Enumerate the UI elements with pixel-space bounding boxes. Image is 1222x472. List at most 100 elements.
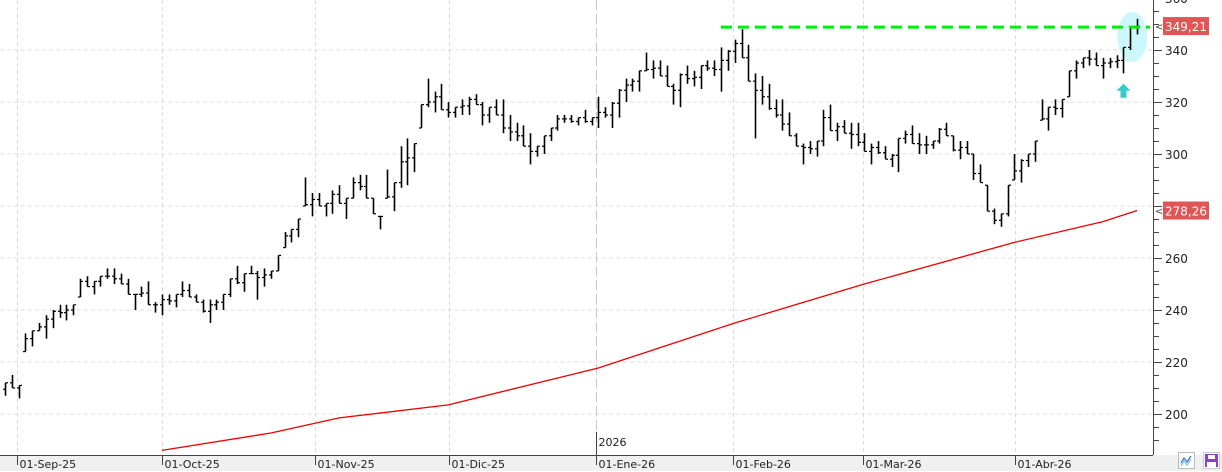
ohlc-bar <box>883 146 888 160</box>
ohlc-bar <box>508 115 513 141</box>
ohlc-bar <box>337 185 342 204</box>
ohlc-bar <box>603 107 608 118</box>
ohlc-bar <box>364 174 369 199</box>
ohlc-bar <box>228 278 233 297</box>
y-tick-label: 220 <box>1165 356 1188 370</box>
ohlc-bar <box>242 273 247 292</box>
ohlc-bar <box>1074 60 1079 79</box>
ohlc-bar <box>208 299 213 323</box>
ohlc-bar <box>160 294 165 316</box>
ohlc-bar <box>17 384 22 399</box>
ohlc-bar <box>931 140 936 149</box>
ohlc-bar <box>910 125 915 145</box>
highlight-layer <box>1116 12 1148 98</box>
ohlc-bar <box>528 133 533 165</box>
save-icon[interactable] <box>1203 452 1220 469</box>
ohlc-bar <box>453 106 458 118</box>
ohlc-bar <box>583 109 588 123</box>
ohlc-bar <box>1012 154 1017 181</box>
ohlc-bar <box>678 73 683 108</box>
ohlc-bar <box>64 304 69 321</box>
ohlc-bar <box>446 102 451 118</box>
ohlc-bar <box>576 116 581 126</box>
ohlc-bar <box>214 299 219 310</box>
ohlc-bar <box>37 323 42 332</box>
ohlc-bar <box>651 60 656 79</box>
ohlc-bar <box>330 190 335 214</box>
ohlc-bar <box>719 47 724 92</box>
highlight-ellipse <box>1117 12 1148 62</box>
last-price-label: 349,21 <box>1165 20 1207 34</box>
ohlc-bar <box>590 116 595 126</box>
ohlc-bar <box>392 182 397 212</box>
ohlc-bar <box>596 96 601 128</box>
ohlc-bar <box>808 141 813 154</box>
ohlc-bar <box>610 102 615 128</box>
ohlc-bar <box>1094 52 1099 67</box>
ohlc-bar <box>644 52 649 72</box>
ohlc-bar <box>842 120 847 134</box>
ohlc-bar <box>3 382 8 396</box>
ohlc-bar <box>1067 70 1072 98</box>
ohlc-bar <box>194 294 199 303</box>
ohlc-bar <box>480 102 485 126</box>
ohlc-bar <box>433 91 438 113</box>
ohlc-bar <box>815 140 820 157</box>
ohlc-bar <box>617 89 622 118</box>
y-tick-label: 340 <box>1165 44 1188 58</box>
ohlc-bar <box>712 60 717 76</box>
ohlc-bar <box>890 154 895 167</box>
ohlc-bar <box>174 293 179 308</box>
ohlc-bar <box>1053 99 1058 115</box>
ohlc-bar <box>828 104 833 132</box>
ohlc-bar <box>153 302 158 313</box>
ohlc-bar <box>187 284 192 298</box>
y-tick-label: 200 <box>1165 408 1188 422</box>
ohlc-bar <box>10 375 15 389</box>
ohlc-bar <box>569 115 574 123</box>
moving-average-price-label-marker-icon: < <box>1155 207 1163 218</box>
ohlc-bar <box>1081 57 1086 69</box>
ohlc-bar <box>733 39 738 63</box>
ohlc-bar <box>999 213 1004 227</box>
ohlc-bar <box>494 99 499 116</box>
y-tick-label: 240 <box>1165 304 1188 318</box>
ohlc-bar <box>276 254 281 272</box>
ohlc-bar <box>30 330 35 347</box>
ohlc-bar <box>255 271 260 300</box>
ohlc-bar <box>283 232 288 249</box>
chart-type-icon[interactable] <box>1178 452 1195 469</box>
ohlc-bar <box>378 215 383 230</box>
ohlc-bar <box>1033 140 1038 162</box>
ohlc-bar <box>399 146 404 188</box>
ohlc-bar <box>951 135 956 152</box>
ohlc-bar <box>774 99 779 118</box>
ohlc-bar <box>23 333 28 353</box>
ohlc-bar <box>562 115 567 123</box>
ohlc-bar <box>1046 106 1051 131</box>
ohlc-bar <box>201 299 206 313</box>
ohlc-bar <box>71 304 76 316</box>
y-tick-label: 300 <box>1165 148 1188 162</box>
ohlc-bar <box>371 197 376 215</box>
ohlc-bar <box>740 29 745 59</box>
ohlc-bar <box>296 218 301 238</box>
ohlc-bar <box>310 193 315 217</box>
ohlc-bar <box>146 281 151 306</box>
ohlc-bar <box>119 273 124 285</box>
ohlc-bar <box>262 268 267 287</box>
ohlc-bar <box>324 202 329 217</box>
ohlc-bar <box>896 137 901 173</box>
ohlc-bar <box>1087 50 1092 66</box>
ohlc-bar <box>917 133 922 154</box>
ohlc-bar <box>965 141 970 155</box>
ohlc-bar <box>51 310 56 329</box>
ohlc-bar <box>1101 57 1106 79</box>
ohlc-bar <box>862 133 867 152</box>
last-price-label-marker-icon: < <box>1155 22 1163 33</box>
y-tick-label: 360 <box>1165 0 1188 6</box>
ohlc-bar <box>303 177 308 207</box>
ohlc-bar <box>1108 57 1113 69</box>
ohlc-bar <box>903 130 908 144</box>
